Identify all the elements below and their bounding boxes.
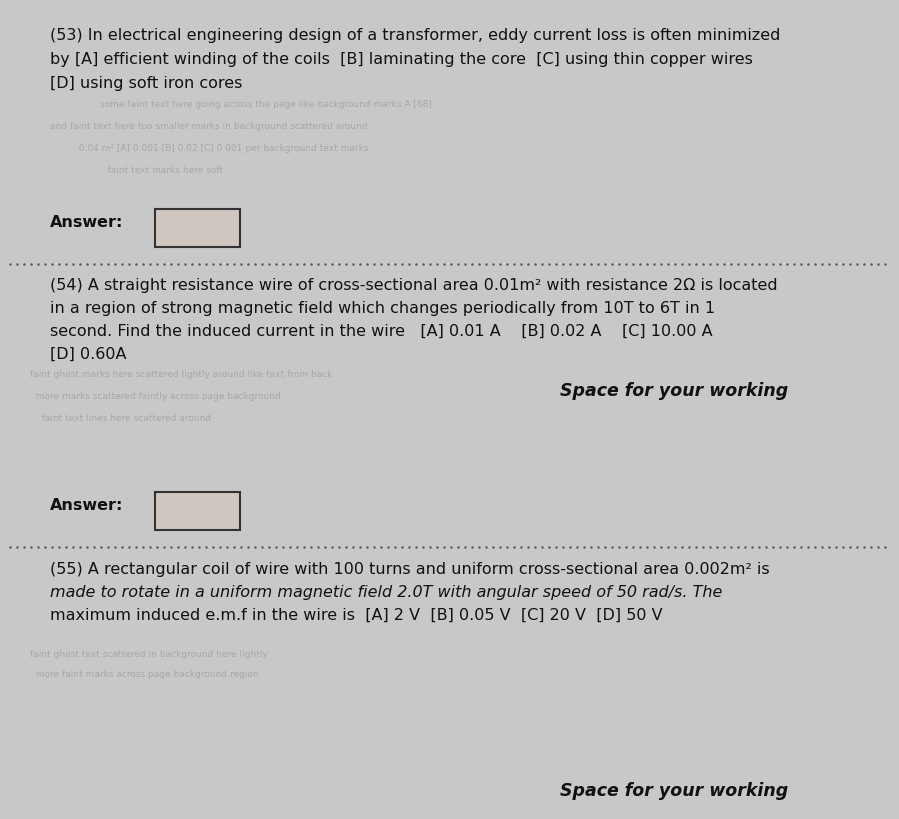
Text: Space for your working: Space for your working bbox=[560, 382, 788, 400]
Text: faint text lines here scattered around: faint text lines here scattered around bbox=[30, 414, 211, 423]
Text: Space for your working: Space for your working bbox=[560, 781, 788, 799]
Text: in a region of strong magnetic field which changes periodically from 10T to 6T i: in a region of strong magnetic field whi… bbox=[50, 301, 715, 315]
Text: second. Find the induced current in the wire   [A] 0.01 A    [B] 0.02 A    [C] 1: second. Find the induced current in the … bbox=[50, 324, 713, 338]
Bar bbox=[155, 210, 240, 247]
Text: and faint text here too smaller marks in background scattered around: and faint text here too smaller marks in… bbox=[50, 122, 368, 131]
Text: (55) A rectangular coil of wire with 100 turns and uniform cross-sectional area : (55) A rectangular coil of wire with 100… bbox=[50, 561, 770, 577]
Text: (53) In electrical engineering design of a transformer, eddy current loss is oft: (53) In electrical engineering design of… bbox=[50, 28, 780, 43]
Text: by [A] efficient winding of the coils  [B] laminating the core  [C] using thin c: by [A] efficient winding of the coils [B… bbox=[50, 52, 752, 67]
Text: faint text marks here soft: faint text marks here soft bbox=[50, 165, 223, 174]
Text: faint ghost text scattered in background here lightly: faint ghost text scattered in background… bbox=[30, 649, 268, 658]
Bar bbox=[155, 492, 240, 531]
Text: more marks scattered faintly across page background: more marks scattered faintly across page… bbox=[30, 391, 280, 400]
Text: made to rotate in a uniform magnetic field 2.0T with angular speed of 50 rad/s. : made to rotate in a uniform magnetic fie… bbox=[50, 584, 723, 600]
Text: [D] using soft iron cores: [D] using soft iron cores bbox=[50, 76, 243, 91]
Text: maximum induced e.m.f in the wire is  [A] 2 V  [B] 0.05 V  [C] 20 V  [D] 50 V: maximum induced e.m.f in the wire is [A]… bbox=[50, 607, 663, 622]
Text: Answer:: Answer: bbox=[50, 215, 123, 229]
Text: (54) A straight resistance wire of cross-sectional area 0.01m² with resistance 2: (54) A straight resistance wire of cross… bbox=[50, 278, 778, 292]
Text: 0.04 m² [A] 0.001 [B] 0.02 [C] 0.001 per background text marks: 0.04 m² [A] 0.001 [B] 0.02 [C] 0.001 per… bbox=[50, 144, 369, 153]
Text: [D] 0.60A: [D] 0.60A bbox=[50, 346, 127, 361]
Text: more faint marks across page background region: more faint marks across page background … bbox=[30, 669, 259, 678]
Text: some faint text here going across the page like background marks A [68]: some faint text here going across the pa… bbox=[100, 100, 432, 109]
Text: faint ghost marks here scattered lightly around like text from back: faint ghost marks here scattered lightly… bbox=[30, 369, 333, 378]
Text: Answer:: Answer: bbox=[50, 497, 123, 513]
